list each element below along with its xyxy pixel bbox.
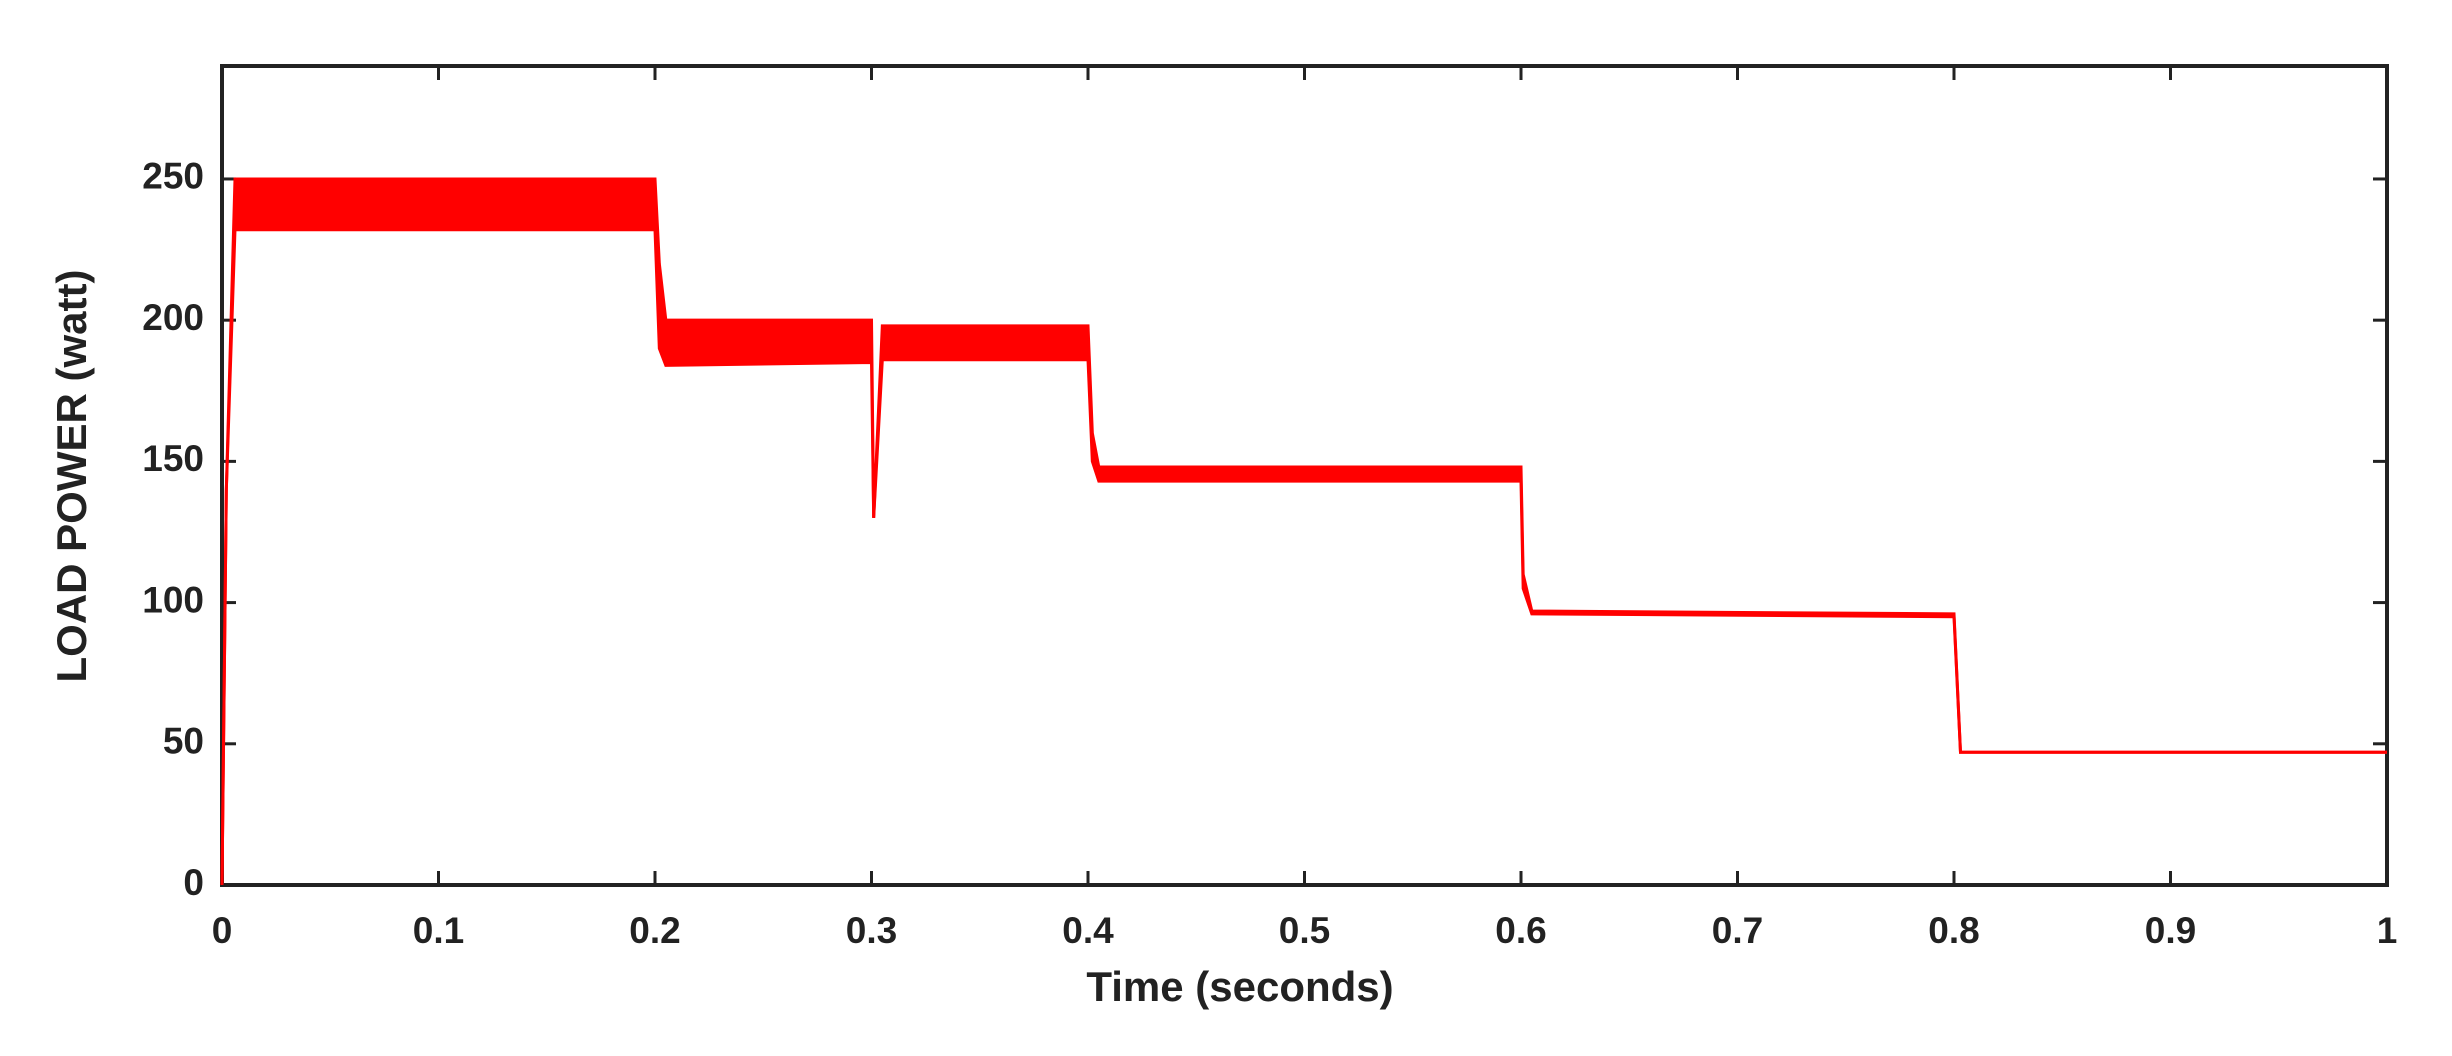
x-tick-label: 0.1 xyxy=(413,910,464,951)
y-tick-label: 50 xyxy=(163,721,204,762)
ripple-band xyxy=(222,178,2387,885)
y-tick-label: 200 xyxy=(142,297,204,338)
x-tick-label: 0.6 xyxy=(1495,910,1546,951)
y-axis-label: LOAD POWER (watt) xyxy=(48,270,95,683)
power-line xyxy=(220,228,2387,886)
x-tick-label: 0.4 xyxy=(1062,910,1114,951)
x-tick-label: 0.9 xyxy=(2145,910,2196,951)
y-tick-label: 250 xyxy=(142,156,204,197)
x-tick-label: 0.5 xyxy=(1279,910,1330,951)
x-tick-label: 0.7 xyxy=(1712,910,1763,951)
x-tick-label: 0 xyxy=(212,910,233,951)
x-tick-label: 0.8 xyxy=(1928,910,1979,951)
x-tick-label: 0.3 xyxy=(846,910,897,951)
y-tick-label: 0 xyxy=(183,862,204,903)
x-axis-label: Time (seconds) xyxy=(1086,963,1393,1010)
y-tick-label: 150 xyxy=(142,438,204,479)
x-tick-label: 0.2 xyxy=(629,910,680,951)
power-line xyxy=(220,177,2387,886)
x-tick-label: 1 xyxy=(2377,910,2398,951)
y-tick-label: 100 xyxy=(142,579,204,620)
